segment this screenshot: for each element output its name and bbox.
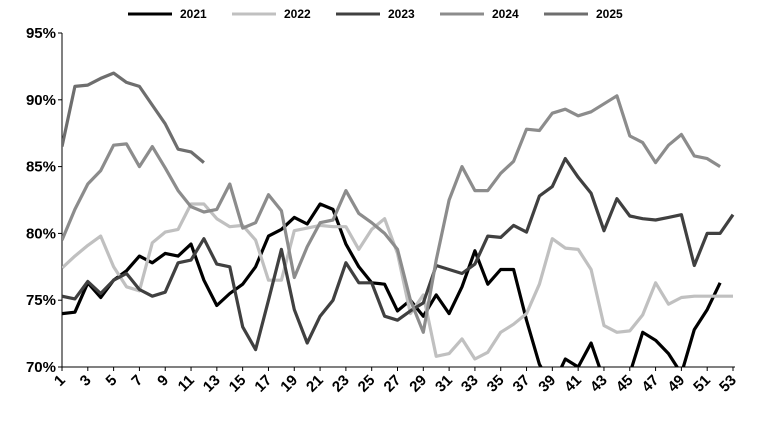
x-tick-label: 45	[613, 372, 637, 396]
axes: 70%75%80%85%90%95%1 3 5 7 9 11 13 15 17 19 21 23 25 2…	[26, 25, 740, 396]
x-tick-label: 43	[587, 372, 611, 396]
x-tick-label: 11	[175, 372, 198, 395]
x-tick-label: 25	[355, 372, 379, 396]
x-tick-label: 29	[406, 372, 430, 396]
series-line	[62, 94, 721, 334]
x-tick-label: 31	[432, 372, 456, 396]
x-tick-label: 47	[639, 372, 663, 396]
y-tick-label: 70%	[26, 359, 56, 376]
x-tick-label: 1	[51, 372, 69, 390]
legend-label: 2023	[388, 7, 415, 21]
x-tick-label: 53	[716, 372, 740, 396]
x-tick-label: 5	[103, 372, 121, 390]
x-tick-label: 41	[561, 372, 585, 396]
x-tick-label: 9	[154, 372, 172, 390]
x-tick-label: 37	[510, 372, 534, 396]
legend-label: 2025	[596, 7, 623, 21]
legend-label: 2022	[284, 7, 311, 21]
series-line	[62, 202, 722, 367]
y-tick-label: 90%	[26, 92, 56, 109]
y-tick-label: 80%	[26, 225, 56, 242]
x-tick-label: 49	[664, 372, 688, 396]
x-tick-label: 39	[535, 372, 559, 396]
x-tick-label: 51	[690, 372, 714, 396]
y-tick-label: 85%	[26, 159, 56, 176]
x-tick-label: 3	[77, 372, 95, 390]
series-line	[62, 202, 733, 361]
x-tick-label: 27	[381, 372, 405, 396]
legend-label: 2021	[180, 7, 207, 21]
series-line	[62, 157, 735, 352]
x-tick-label: 23	[329, 372, 353, 396]
y-tick-label: 95%	[26, 25, 56, 42]
x-tick-label: 21	[303, 372, 327, 396]
legend-label: 2024	[492, 7, 519, 21]
y-tick-label: 75%	[26, 292, 56, 309]
x-tick-label: 35	[484, 372, 508, 396]
x-tick-label: 17	[251, 372, 275, 396]
x-tick-label: 13	[200, 372, 224, 396]
x-tick-label: 19	[277, 372, 301, 396]
x-tick-label: 7	[128, 372, 146, 390]
x-tick-label: 33	[458, 372, 482, 396]
series-line	[62, 71, 205, 164]
x-tick-label: 15	[226, 372, 250, 396]
plot-area	[62, 71, 735, 367]
